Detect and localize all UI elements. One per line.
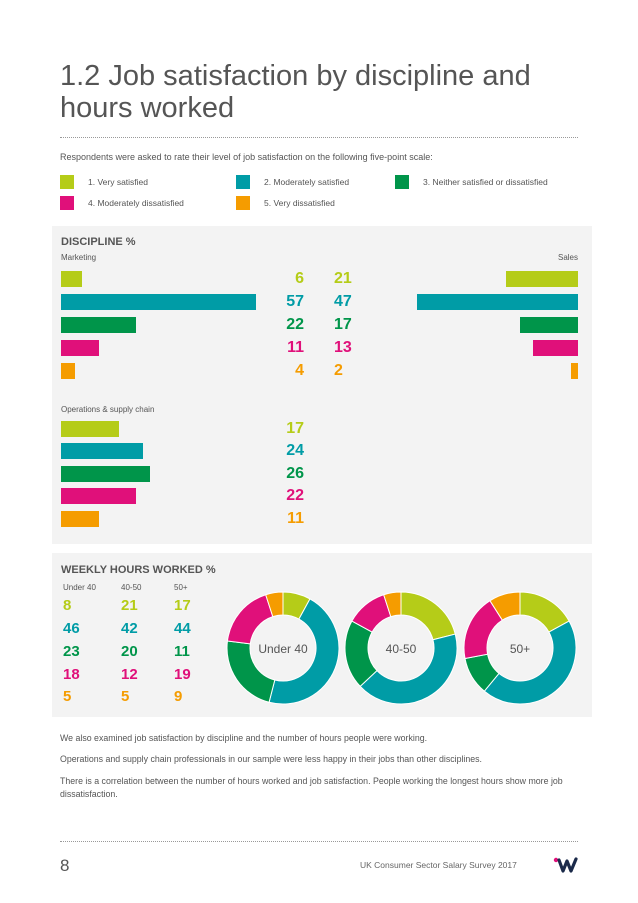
hours-value: 9	[174, 688, 183, 705]
discipline-heading: DISCIPLINE %	[61, 236, 136, 248]
value-operations: 17	[286, 420, 304, 437]
value-marketing: 6	[295, 270, 304, 287]
hours-value: 12	[121, 666, 138, 683]
value-sales: 2	[334, 362, 343, 379]
hours-col-label-40-50: 40-50	[121, 583, 142, 592]
donut-label: 50+	[510, 642, 530, 656]
legend-swatch	[236, 175, 250, 189]
hours-value: 44	[174, 620, 191, 637]
bar-sales	[417, 294, 578, 310]
donut-slice	[359, 633, 458, 705]
marketing-label: Marketing	[61, 253, 97, 262]
bar-operations	[61, 511, 99, 527]
value-sales: 17	[334, 316, 352, 333]
body-paragraph: We also examined job satisfaction by dis…	[60, 733, 428, 743]
value-marketing: 4	[295, 362, 304, 379]
bar-sales	[519, 317, 578, 333]
bar-operations	[61, 421, 120, 437]
legend-swatch	[236, 196, 250, 210]
value-marketing: 57	[286, 293, 304, 310]
footer-divider	[60, 841, 578, 842]
value-sales: 21	[334, 270, 352, 287]
page-number: 8	[60, 856, 70, 875]
value-sales: 47	[334, 293, 352, 310]
donut-slice	[383, 591, 402, 618]
hours-value: 11	[174, 643, 190, 660]
value-operations: 11	[287, 510, 304, 527]
donut-under-40: Under 40	[226, 591, 340, 705]
operations-label: Operations & supply chain	[61, 405, 155, 414]
donut-slice	[268, 598, 340, 705]
hours-value: 46	[63, 620, 80, 637]
sales-label: Sales	[557, 253, 578, 262]
donut-label: 40-50	[386, 642, 417, 656]
hours-col-label-under-40: Under 40	[63, 583, 96, 592]
value-operations: 26	[286, 465, 304, 482]
hours-value: 5	[121, 688, 130, 705]
body-paragraph: There is a correlation between the numbe…	[60, 776, 563, 799]
hours-value: 17	[174, 597, 191, 614]
divider	[60, 137, 578, 138]
hours-panel: WEEKLY HOURS WORKED % Under 40 40-50 50+…	[52, 553, 592, 717]
legend-swatch	[60, 175, 74, 189]
donut-slice	[400, 591, 456, 641]
value-operations: 22	[286, 487, 304, 504]
value-sales: 13	[334, 339, 352, 356]
legend-item-very-dissatisfied: 5. Very dissatisfied	[236, 196, 335, 210]
hours-value: 42	[121, 620, 138, 637]
bar-operations	[61, 443, 144, 459]
donut-slice	[489, 591, 521, 621]
donut-label: Under 40	[258, 642, 308, 656]
value-operations: 24	[286, 442, 304, 459]
legend-item-very-satisfied: 1. Very satisfied	[60, 175, 148, 189]
bar-marketing	[61, 294, 256, 310]
discipline-panel: DISCIPLINE % Marketing Sales Operations …	[52, 226, 592, 544]
hours-heading: WEEKLY HOURS WORKED %	[61, 564, 216, 576]
hours-value: 18	[63, 666, 80, 683]
donut-slice	[483, 620, 577, 705]
hours-value: 23	[63, 643, 80, 660]
page-title: 1.2 Job satisfaction by discipline and h…	[60, 60, 531, 124]
value-marketing: 11	[287, 339, 304, 356]
bar-marketing	[61, 271, 82, 287]
donut-40-50: 40-50	[344, 591, 458, 705]
bar-operations	[61, 488, 137, 504]
hours-col-label-50-plus: 50+	[174, 583, 188, 592]
bar-sales	[533, 340, 578, 356]
intro-text: Respondents were asked to rate their lev…	[60, 152, 433, 162]
donut-slice	[226, 594, 274, 645]
bar-operations	[61, 466, 150, 482]
hours-value: 8	[63, 597, 72, 614]
bar-sales	[571, 363, 578, 379]
hours-value: 5	[63, 688, 72, 705]
legend-item-neither: 3. Neither satisfied or dissatisfied	[395, 175, 548, 189]
hours-value: 20	[121, 643, 138, 660]
donut-slice	[265, 591, 284, 618]
company-logo-icon	[553, 857, 578, 873]
value-marketing: 22	[286, 316, 304, 333]
donut-50-plus: 50+	[463, 591, 577, 705]
hours-value: 19	[174, 666, 191, 683]
bar-sales	[506, 271, 578, 287]
bar-marketing	[61, 363, 75, 379]
legend-swatch	[60, 196, 74, 210]
legend-item-moderately-dissatisfied: 4. Moderately dissatisfied	[60, 196, 184, 210]
bar-marketing	[61, 340, 99, 356]
body-paragraph: Operations and supply chain professional…	[60, 754, 482, 764]
publication-title: UK Consumer Sector Salary Survey 2017	[360, 860, 517, 870]
bar-marketing	[61, 317, 137, 333]
legend-swatch	[395, 175, 409, 189]
hours-value: 21	[121, 597, 138, 614]
legend-item-moderately-satisfied: 2. Moderately satisfied	[236, 175, 349, 189]
